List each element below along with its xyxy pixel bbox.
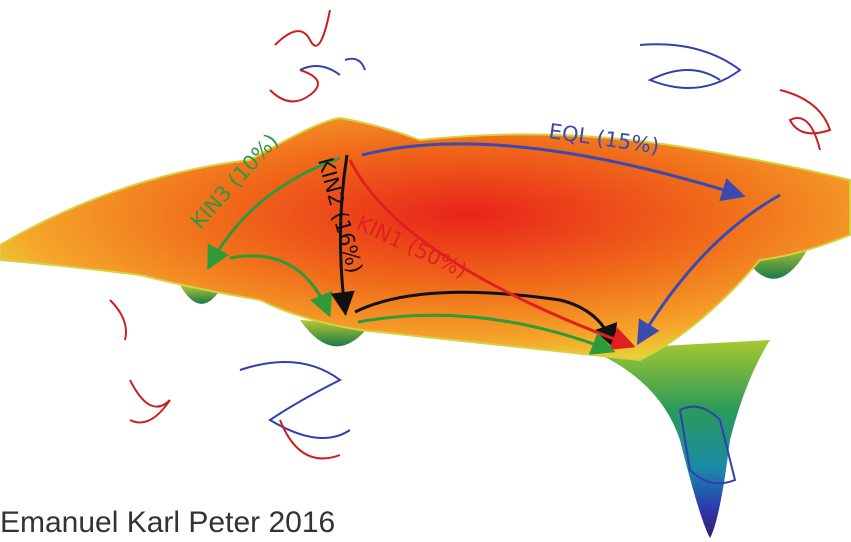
energy-surface <box>0 118 850 538</box>
protein <box>300 59 365 75</box>
protein <box>280 420 340 458</box>
protein <box>240 362 350 438</box>
protein <box>640 44 740 88</box>
deep-funnel <box>590 340 770 538</box>
protein <box>110 300 170 423</box>
protein <box>270 10 330 101</box>
landscape-figure: KIN3 (10%) KIN2 (16%) KIN1 (50%) EQL (15… <box>0 0 851 542</box>
protein <box>780 90 830 150</box>
credit: Emanuel Karl Peter 2016 <box>0 506 335 539</box>
